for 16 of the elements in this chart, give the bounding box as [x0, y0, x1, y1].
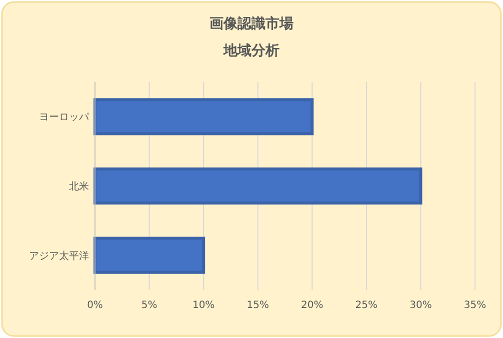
x-tick-label: 30%	[410, 300, 432, 311]
x-tick-label: 20%	[301, 300, 324, 311]
chart-subtitle: 地域分析	[222, 43, 280, 59]
bar	[94, 167, 422, 205]
bar	[94, 98, 314, 136]
x-tick-label: 10%	[192, 300, 215, 311]
x-tick-label: 0%	[87, 300, 103, 311]
chart-title: 画像認識市場	[210, 15, 294, 32]
x-tick-label: 25%	[355, 300, 378, 311]
y-tick-label: ヨーロッパ	[39, 112, 90, 124]
x-tick-label: 5%	[141, 300, 158, 311]
bar	[94, 236, 206, 274]
x-tick-label: 35%	[464, 300, 486, 311]
x-tick-label: 15%	[246, 300, 269, 311]
y-tick-label: アジア太平洋	[29, 250, 89, 262]
y-tick-label: 北米	[69, 180, 89, 192]
